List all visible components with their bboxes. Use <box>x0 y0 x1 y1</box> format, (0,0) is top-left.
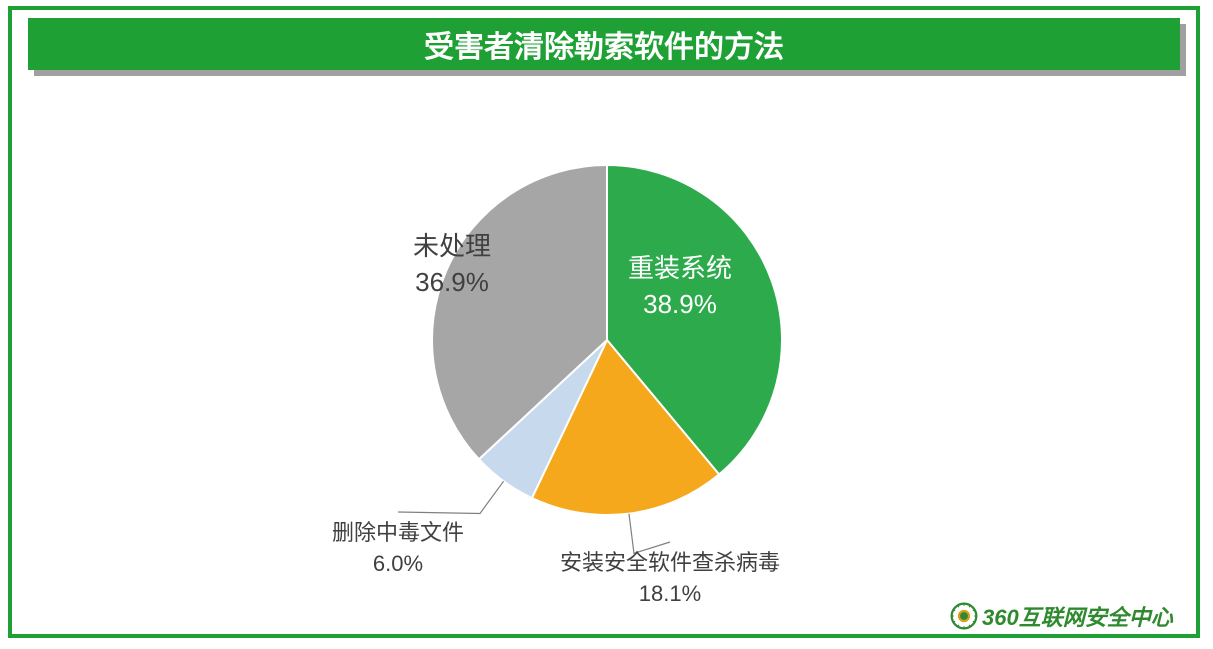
label-install-security: 安装安全软件查杀病毒 18.1% <box>560 548 780 610</box>
logo-text: 360互联网安全中心 <box>982 600 1173 632</box>
label-reinstall-system: 重装系统 38.9% <box>628 250 732 323</box>
logo-360-security-center: 360互联网安全中心 <box>950 600 1173 632</box>
label-unhandled-name: 未处理 <box>413 228 491 264</box>
label-unhandled-value: 36.9% <box>413 264 491 300</box>
label-install-name: 安装安全软件查杀病毒 <box>560 548 780 579</box>
label-delete-name: 删除中毒文件 <box>332 518 464 549</box>
label-delete-files: 删除中毒文件 6.0% <box>332 518 464 580</box>
label-install-value: 18.1% <box>560 579 780 610</box>
label-reinstall-value: 38.9% <box>628 286 732 322</box>
label-reinstall-name: 重装系统 <box>628 250 732 286</box>
logo-icon <box>950 602 978 630</box>
leader-line <box>398 481 504 513</box>
label-delete-value: 6.0% <box>332 549 464 580</box>
label-unhandled: 未处理 36.9% <box>413 228 491 301</box>
